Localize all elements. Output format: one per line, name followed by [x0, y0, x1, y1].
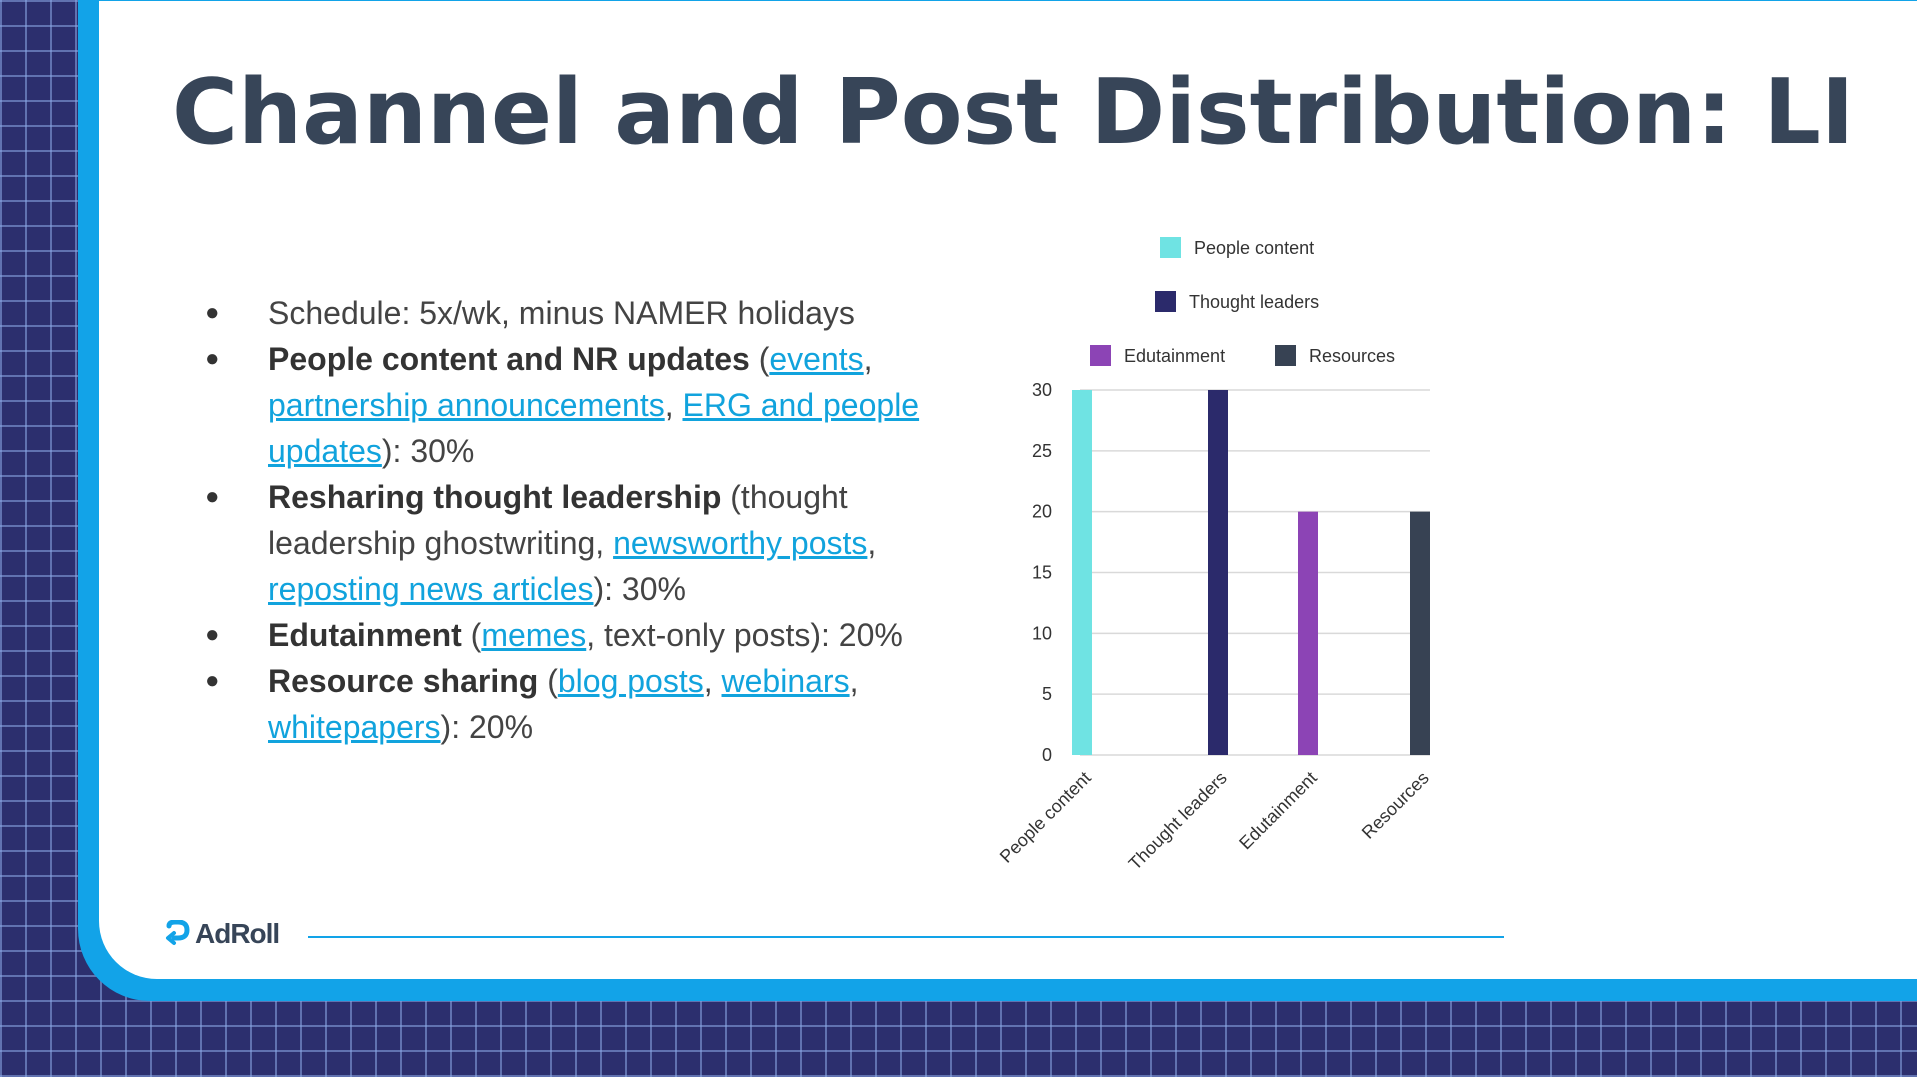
- y-tick-label: 20: [1032, 502, 1052, 522]
- bullet-dot: ●: [205, 483, 220, 510]
- bullet-text: ,: [867, 525, 877, 561]
- bullet-text: (: [538, 663, 558, 699]
- slide-panel: [99, 1, 1917, 979]
- bullet-link[interactable]: memes: [481, 617, 587, 653]
- slide-title: Channel and Post Distribution: LI: [172, 60, 1855, 165]
- bullet-text: ): 20%: [440, 709, 534, 745]
- bullet-dot: ●: [205, 667, 220, 694]
- bullet-heading: Resharing thought leadership: [268, 479, 722, 515]
- adroll-logo: AdRoll: [165, 918, 280, 950]
- bullet-text: (: [461, 617, 482, 653]
- footer-divider: [308, 936, 1504, 938]
- bullet-link[interactable]: webinars: [721, 663, 850, 699]
- bullet-item: ● People content and NR updates (events, …: [205, 336, 965, 474]
- legend-label: People content: [1194, 238, 1314, 258]
- x-tick-label: People content: [996, 768, 1095, 867]
- bar: [1298, 511, 1318, 755]
- bullet-text: (thought leadership ghostwriting,: [268, 479, 848, 561]
- bullet-text: Schedule: 5x/wk, minus NAMER holidays: [268, 295, 855, 331]
- bullet-item: ● Resource sharing (blog posts, webinars,…: [205, 658, 965, 750]
- y-tick-label: 10: [1032, 623, 1052, 643]
- legend-swatch: [1160, 237, 1181, 258]
- y-tick-label: 5: [1042, 684, 1052, 704]
- bullet-list: ● Schedule: 5x/wk, minus NAMER holidays ● P…: [205, 290, 965, 750]
- x-tick-label: Thought leaders: [1125, 768, 1231, 874]
- bullet-item: ● Schedule: 5x/wk, minus NAMER holidays: [205, 290, 965, 336]
- adroll-logo-text: AdRoll: [195, 918, 280, 949]
- legend-label: Edutainment: [1124, 346, 1225, 366]
- bar: [1410, 511, 1430, 755]
- bullet-heading: Edutainment: [268, 617, 462, 653]
- legend-swatch: [1155, 291, 1176, 312]
- y-tick-label: 0: [1042, 745, 1052, 765]
- bullet-dot: ●: [205, 621, 220, 648]
- bullet-link[interactable]: ERG and people updates: [268, 387, 920, 469]
- bullet-heading: Resource sharing: [268, 663, 539, 699]
- y-tick-label: 25: [1032, 441, 1052, 461]
- bar: [1072, 390, 1092, 755]
- legend-swatch: [1090, 345, 1111, 366]
- bullet-text: ,: [664, 387, 683, 423]
- bullet-link[interactable]: newsworthy posts: [613, 525, 868, 561]
- legend-label: Resources: [1309, 346, 1395, 366]
- bullet-text: ,: [849, 663, 859, 699]
- bullet-heading: People content and NR updates: [268, 341, 750, 377]
- bullet-link[interactable]: reposting news articles: [268, 571, 594, 607]
- bullet-text: ,: [703, 663, 722, 699]
- legend-label: Thought leaders: [1189, 292, 1319, 312]
- y-tick-label: 15: [1032, 563, 1052, 583]
- legend-swatch: [1275, 345, 1296, 366]
- bullet-text: (: [749, 341, 770, 377]
- bullet-text: ,: [863, 341, 873, 377]
- bullet-text: , text-only posts): 20%: [586, 617, 903, 653]
- bullet-dot: ●: [205, 299, 220, 326]
- bullet-link[interactable]: whitepapers: [268, 709, 441, 745]
- bullet-link[interactable]: blog posts: [557, 663, 704, 699]
- adroll-logo-icon: [166, 920, 190, 945]
- y-tick-label: 30: [1032, 380, 1052, 400]
- bullet-text: ): 30%: [593, 571, 686, 607]
- bullet-link[interactable]: partnership announcements: [268, 387, 665, 423]
- bar: [1208, 390, 1228, 755]
- bullet-text: ): 30%: [381, 433, 475, 469]
- bullet-link[interactable]: events: [769, 341, 864, 377]
- bullet-item: ● Resharing thought leadership (thought l…: [205, 474, 965, 612]
- bullet-dot: ●: [205, 345, 220, 372]
- bullet-item: ● Edutainment (memes, text-only posts): 2…: [205, 612, 965, 658]
- x-tick-label: Resources: [1358, 768, 1433, 843]
- x-tick-label: Edutainment: [1235, 768, 1321, 854]
